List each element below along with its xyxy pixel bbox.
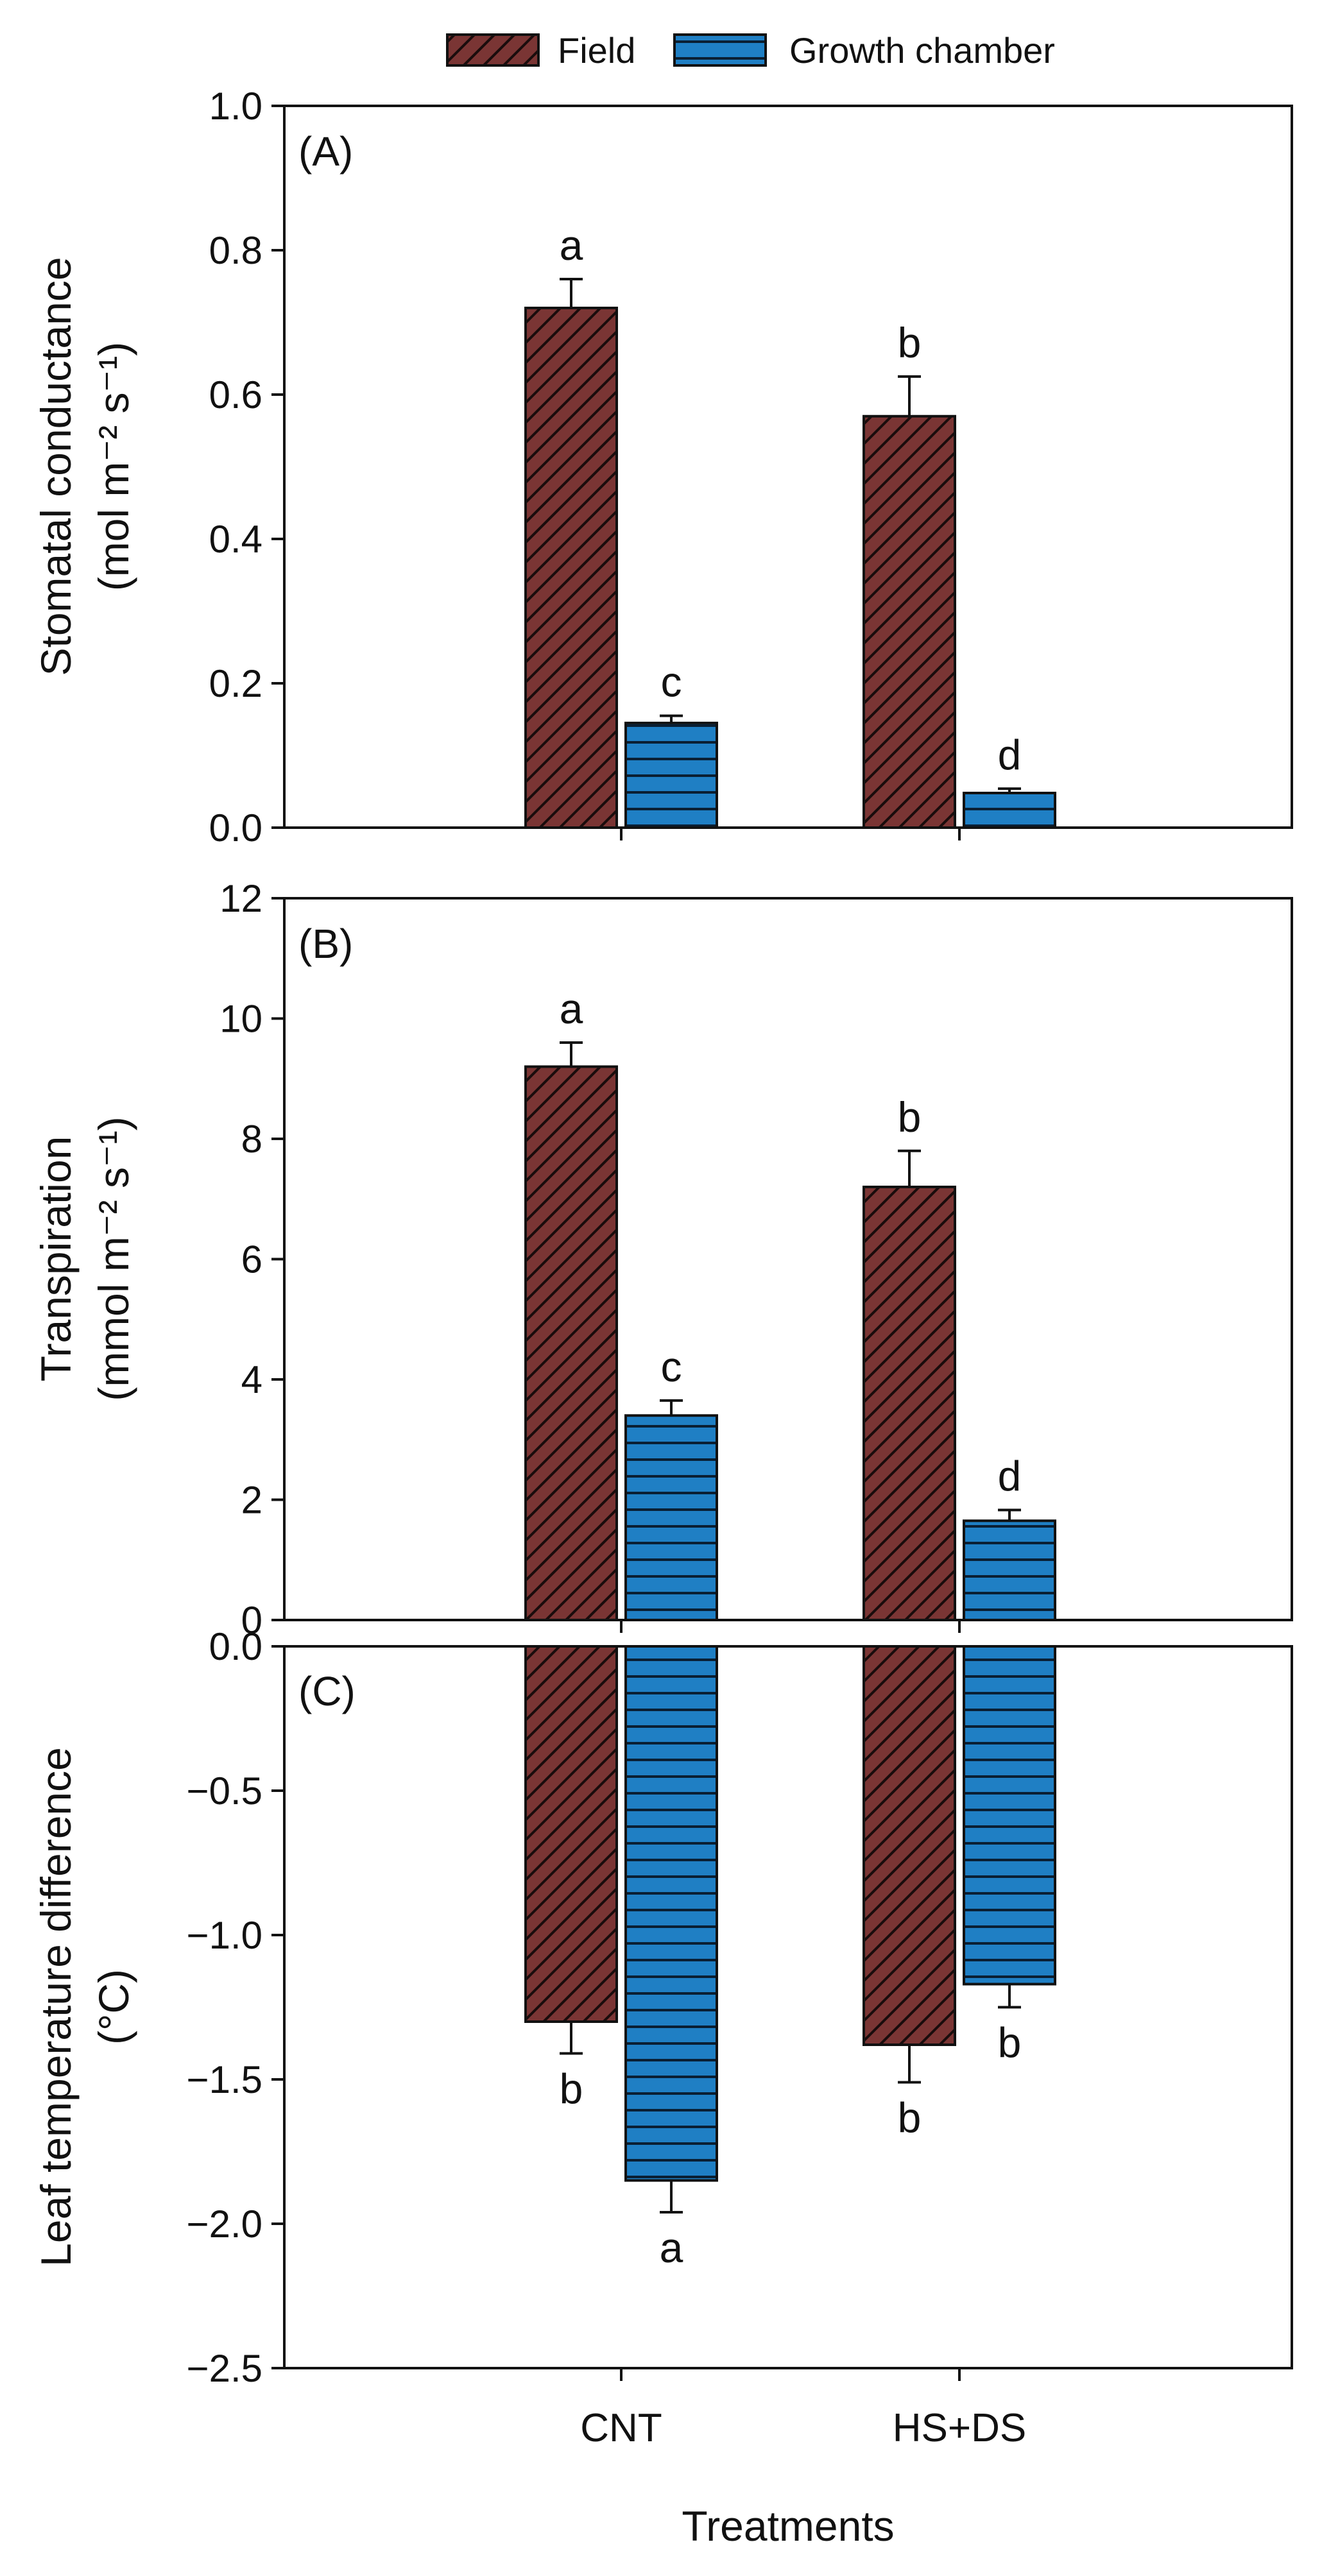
panel-a-y-tick-label: 0.2 — [209, 662, 262, 705]
panel-b-y-tick-label: 12 — [219, 877, 262, 920]
panel-b-ylabel-line2: (mmol m⁻² s⁻¹) — [90, 1116, 137, 1401]
panel-c-bar-growth-chamber-hs-ds — [963, 1645, 1056, 1986]
panel-a-bar-field-cnt-significance-letter: a — [560, 221, 583, 269]
panel-a-bar-field-cnt-error-bar — [560, 278, 583, 308]
panel-c-y-tick-label: −2.0 — [187, 2203, 262, 2246]
panel-c-bar-field-cnt-significance-letter: b — [560, 2065, 583, 2113]
panel-c-y-tick-label: −1.0 — [187, 1914, 262, 1957]
legend-label-field: Field — [558, 30, 635, 71]
panel-b-y-tick-label: 8 — [241, 1118, 262, 1161]
panel-c-ylabel-line2: (°C) — [90, 1969, 137, 2045]
panel-c-bar-field-cnt-error-bar — [560, 2022, 583, 2055]
panel-b-bar-field-cnt-significance-letter: a — [560, 985, 583, 1032]
panel-b-bar-growth-chamber-hs-ds-error-bar — [998, 1508, 1021, 1521]
legend-swatch-growth-chamber — [673, 33, 767, 67]
panel-c-y-tick-label: −0.5 — [187, 1770, 262, 1813]
panel-b-bar-growth-chamber-cnt-significance-letter: c — [661, 1343, 682, 1390]
panel-c-bar-field-hs-ds-significance-letter: b — [898, 2094, 922, 2142]
panel-b-ylabel-line1: Transpiration — [32, 1136, 80, 1382]
panel-c-bars: b b a b — [524, 1645, 1056, 2271]
panel-a-frame — [283, 105, 1293, 829]
panel-a-ylabel-line1: Stomatal conductance — [32, 257, 80, 676]
panel-a-bar-field-hs-ds — [863, 414, 956, 829]
panel-b-bar-field-cnt — [524, 1065, 618, 1621]
panel-a-bar-field-hs-ds-error-bar — [898, 375, 921, 416]
panel-c-bar-field-hs-ds-error-bar — [898, 2045, 921, 2084]
panel-c-y-tick-label: 0.0 — [209, 1625, 262, 1668]
panel-b-bar-growth-chamber-hs-ds — [963, 1519, 1056, 1621]
panel-c-bar-field-hs-ds — [863, 1645, 956, 2046]
panel-a-y-tick-label: 0.8 — [209, 229, 262, 272]
panel-a-bar-field-hs-ds-significance-letter: b — [898, 319, 922, 366]
panel-c-ylabel-line1: Leaf temperature difference — [32, 1747, 80, 2267]
panel-b-label: (B) — [298, 921, 353, 967]
legend: Field Growth chamber — [446, 30, 1055, 71]
x-category-label-hs-ds: HS+DS — [893, 2406, 1026, 2450]
panel-a-bar-growth-chamber-cnt — [624, 721, 718, 829]
panel-a-y-axis: 0.0 0.2 0.4 0.6 0.8 1.0 — [209, 85, 961, 849]
panel-b-y-tick-label: 6 — [241, 1238, 262, 1281]
panel-b-y-tick-label: 10 — [219, 998, 262, 1041]
panel-c-frame — [283, 1645, 1293, 2369]
panel-b-bars: a b c d — [524, 985, 1056, 1621]
panel-b-bar-growth-chamber-cnt — [624, 1414, 718, 1621]
panel-c: (C) Leaf temperature difference (°C) −2.… — [32, 1625, 1293, 2390]
panel-a-bar-growth-chamber-hs-ds — [963, 792, 1056, 829]
panel-a-bar-field-cnt — [524, 307, 618, 829]
panel-b: (B) Transpiration (mmol m⁻² s⁻¹) 0 2 4 6 8 10… — [32, 877, 1293, 1642]
panel-a-y-tick-label: 0.6 — [209, 373, 262, 416]
x-category-label-cnt: CNT — [580, 2406, 662, 2450]
panel-b-bar-field-hs-ds — [863, 1186, 956, 1621]
panel-a-y-tick-label: 0.4 — [209, 518, 262, 561]
panel-b-bar-field-hs-ds-error-bar — [898, 1149, 921, 1187]
panel-c-y-tick-label: −1.5 — [187, 2058, 262, 2101]
panel-a-bar-growth-chamber-cnt-significance-letter: c — [661, 658, 682, 706]
panel-a-y-tick-label: 1.0 — [209, 85, 262, 128]
panel-c-bar-growth-chamber-cnt-error-bar — [660, 2180, 683, 2213]
panel-c-label: (C) — [298, 1668, 356, 1714]
panel-a-y-tick-label: 0.0 — [209, 806, 262, 849]
legend-label-growth-chamber: Growth chamber — [789, 30, 1055, 71]
panel-c-bar-growth-chamber-hs-ds-error-bar — [998, 1984, 1021, 2009]
legend-swatch-field — [446, 33, 540, 67]
panel-b-bar-field-cnt-error-bar — [560, 1041, 583, 1067]
panel-c-y-axis: −2.5 −2.0 −1.5 −1.0 −0.5 0.0 — [187, 1625, 961, 2390]
panel-b-y-tick-label: 0 — [241, 1599, 262, 1642]
panel-c-bar-field-cnt — [524, 1645, 618, 2023]
panel-c-y-tick-label: −2.5 — [187, 2347, 262, 2390]
panel-b-frame — [283, 897, 1293, 1621]
panel-a-bar-growth-chamber-hs-ds-error-bar — [998, 787, 1021, 793]
panel-b-bar-growth-chamber-cnt-error-bar — [660, 1399, 683, 1416]
panel-b-y-tick-label: 2 — [241, 1479, 262, 1522]
panel-a: (A) Stomatal conductance (mol m⁻² s⁻¹) 0… — [32, 85, 1293, 849]
panel-b-y-tick-label: 4 — [241, 1358, 262, 1401]
panel-c-bar-growth-chamber-cnt — [624, 1645, 718, 2182]
panel-b-bar-field-hs-ds-significance-letter: b — [898, 1093, 922, 1141]
panel-b-y-axis: 0 2 4 6 8 10 12 — [219, 877, 961, 1642]
panel-b-bar-growth-chamber-hs-ds-significance-letter: d — [998, 1452, 1022, 1499]
panel-c-bar-growth-chamber-hs-ds-significance-letter: b — [998, 2019, 1022, 2067]
panel-a-bar-growth-chamber-cnt-error-bar — [660, 714, 683, 723]
x-axis-title: Treatments — [682, 2502, 894, 2550]
panel-a-bar-growth-chamber-hs-ds-significance-letter: d — [998, 731, 1022, 778]
panel-c-bar-growth-chamber-cnt-significance-letter: a — [660, 2224, 683, 2271]
panel-a-ylabel-line2: (mol m⁻² s⁻¹) — [90, 342, 137, 592]
panel-a-label: (A) — [298, 128, 353, 175]
panel-a-bars: a b c d — [524, 221, 1056, 829]
